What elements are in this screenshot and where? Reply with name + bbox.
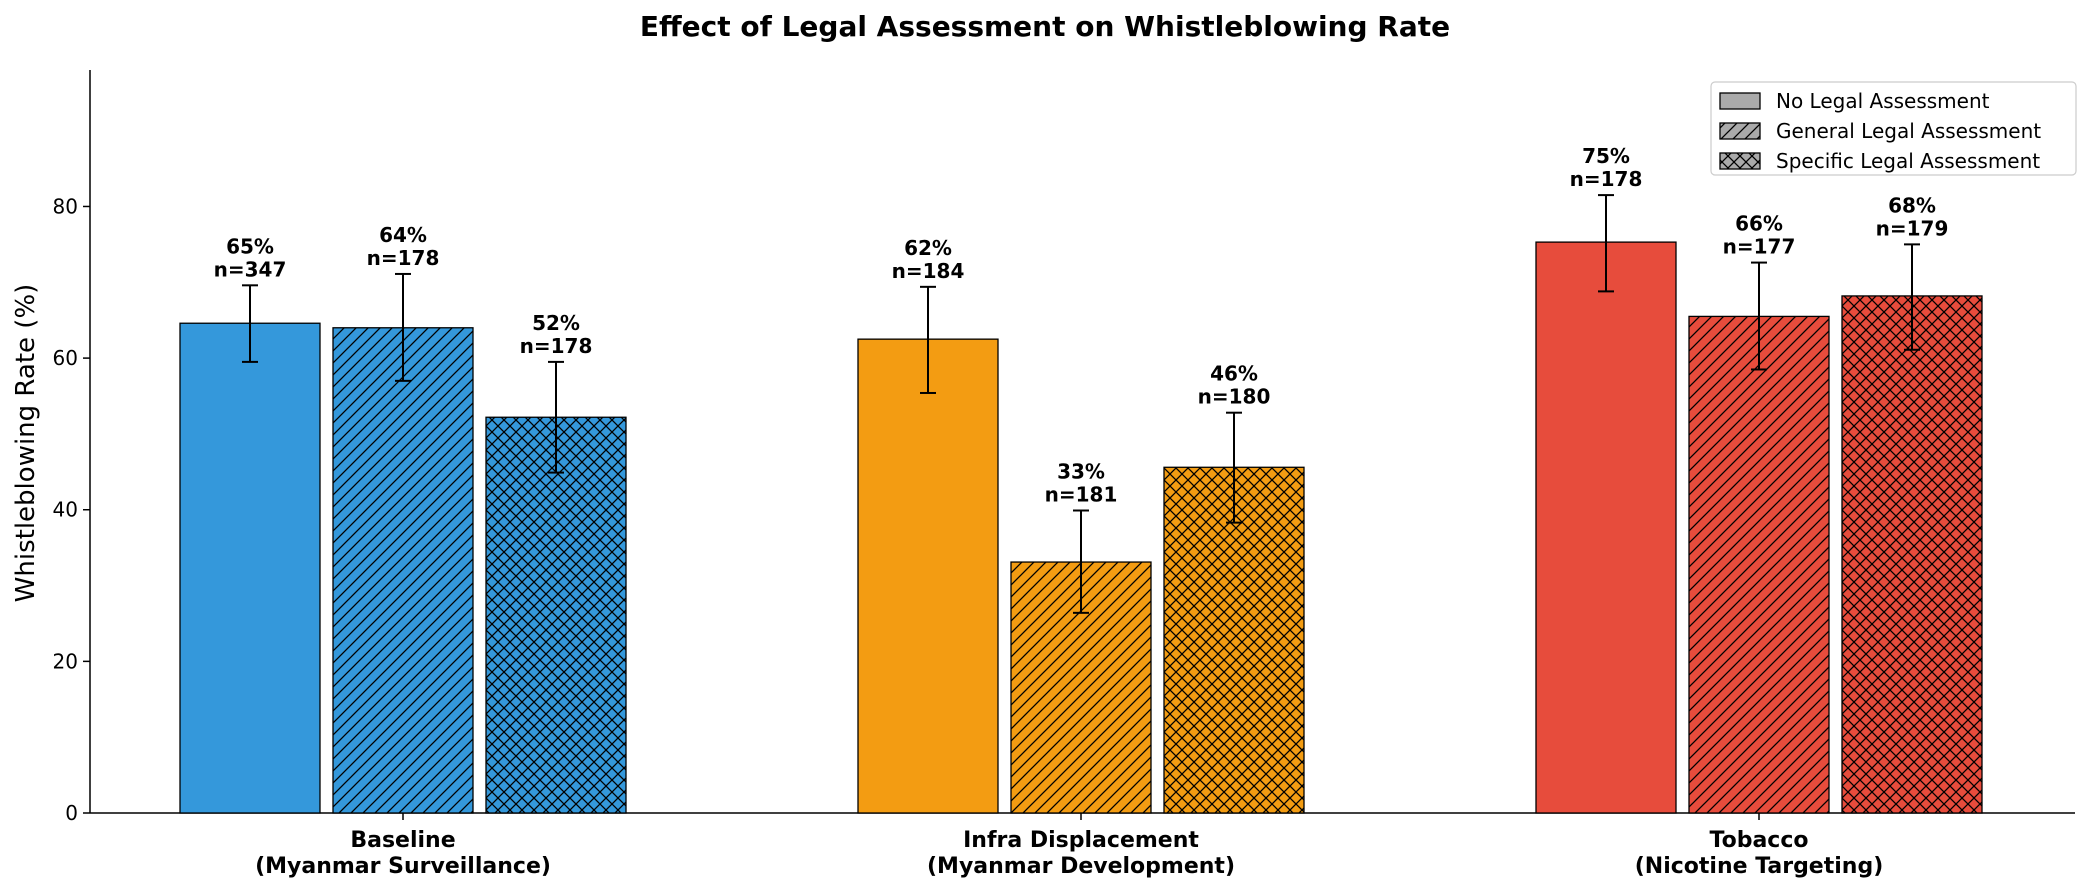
chart-title: Effect of Legal Assessment on Whistleblo… <box>640 10 1450 43</box>
data-label-percent: 62% <box>904 236 952 260</box>
x-tick-label: Baseline (Myanmar Surveillance) <box>255 828 551 879</box>
bar <box>1688 315 1830 814</box>
y-tick-label: 60 <box>53 346 78 370</box>
data-label-percent: 75% <box>1582 144 1630 168</box>
bar <box>1535 241 1677 814</box>
data-label-n: n=177 <box>1723 235 1796 259</box>
data-label-percent: 33% <box>1057 459 1105 483</box>
data-label-percent: 46% <box>1210 362 1258 386</box>
data-label-n: n=178 <box>367 246 440 270</box>
data-label-n: n=178 <box>1570 167 1643 191</box>
legend-swatch <box>1719 152 1761 170</box>
data-label-n: n=178 <box>520 334 593 358</box>
legend-swatch <box>1719 92 1761 110</box>
legend-swatch <box>1719 122 1761 140</box>
data-label-percent: 52% <box>532 311 580 335</box>
legend-entry: Specific Legal Assessment <box>1776 149 2040 173</box>
data-label-n: n=179 <box>1876 216 1949 240</box>
y-tick-label: 20 <box>53 649 78 673</box>
bar <box>1841 295 1983 814</box>
bar <box>332 327 474 814</box>
bar <box>179 322 321 814</box>
bar <box>1163 466 1305 814</box>
data-label-percent: 66% <box>1735 212 1783 236</box>
data-label-n: n=181 <box>1045 482 1118 506</box>
data-label-n: n=347 <box>214 257 287 281</box>
x-tick-label: Infra Displacement (Myanmar Development) <box>927 828 1235 879</box>
y-tick-label: 40 <box>53 498 78 522</box>
legend: No Legal Assessment General Legal Assessm… <box>1710 81 2077 176</box>
y-axis-label: Whistleblowing Rate (%) <box>11 284 41 603</box>
legend-entry: General Legal Assessment <box>1776 119 2041 143</box>
plot-area: 0 20 40 60 80 Baseline (Myanmar Surveillance) I… <box>53 70 2075 879</box>
y-tick-label: 80 <box>53 194 78 218</box>
legend-frame <box>1710 81 2077 176</box>
bar <box>857 338 999 814</box>
x-tick-label: Tobacco (Nicotine Targeting) <box>1635 828 1884 879</box>
legend-entry: No Legal Assessment <box>1776 89 1990 113</box>
data-label-percent: 65% <box>226 234 274 258</box>
data-label-n: n=184 <box>892 259 965 283</box>
bar <box>485 416 627 814</box>
data-label-n: n=180 <box>1198 385 1271 409</box>
y-tick-label: 0 <box>65 801 78 825</box>
data-label-percent: 68% <box>1888 193 1936 217</box>
data-label-percent: 64% <box>379 223 427 247</box>
